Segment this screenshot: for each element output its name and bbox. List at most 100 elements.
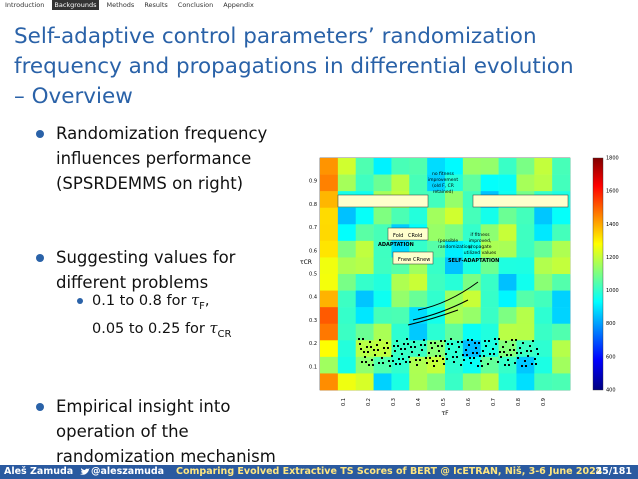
heatmap-cell: [498, 207, 517, 225]
figure-text: 800: [606, 321, 616, 327]
heatmap-cell: [320, 274, 339, 291]
scatter-dot: [410, 346, 412, 348]
title-line: Self-adaptive control parameters’ random…: [14, 24, 537, 49]
heatmap-cell: [552, 323, 571, 341]
heatmap-cell: [391, 207, 410, 225]
scatter-dot: [443, 363, 445, 365]
scatter-dot: [492, 348, 494, 350]
scatter-dot: [372, 364, 374, 366]
scatter-dot: [393, 345, 395, 347]
heatmap-cell: [462, 307, 482, 325]
scatter-dot: [473, 357, 475, 359]
scatter-dot: [527, 355, 529, 357]
scatter-dot: [379, 339, 381, 341]
figure-text: Fold: [393, 233, 403, 239]
scatter-dot: [490, 358, 492, 360]
figure-text: τF: [441, 410, 449, 417]
scatter-dot: [468, 344, 470, 346]
figure-text: 1000: [606, 288, 619, 294]
scatter-dot: [408, 356, 410, 358]
scatter-dot: [429, 357, 431, 359]
scatter-dot: [483, 355, 485, 357]
heatmap-cell: [516, 257, 535, 275]
heatmap-cell: [373, 224, 392, 242]
scatter-dot: [382, 362, 384, 364]
heatmap-cell: [498, 356, 517, 374]
scatter-dot: [383, 347, 385, 349]
heatmap-cell: [427, 323, 446, 341]
bullet: Empirical insight into operation of the ra…: [36, 394, 276, 469]
scatter-dot: [438, 350, 440, 352]
scatter-dot: [452, 356, 454, 358]
heatmap-cell: [337, 307, 357, 325]
heatmap-cell: [534, 257, 553, 275]
figure-text: 0.4: [416, 398, 422, 406]
heatmap-cell: [355, 274, 374, 291]
figure-text: CRnew: [413, 257, 430, 263]
scatter-dot: [455, 351, 457, 353]
figure-text: improvement: [428, 177, 458, 183]
scatter-dot: [534, 358, 536, 360]
heatmap-cell: [373, 257, 392, 275]
footer: Aleš Zamuda @aleszamuda Comparing Evolve…: [0, 465, 638, 479]
heatmap-cell: [445, 240, 464, 258]
scatter-dot: [500, 356, 502, 358]
heatmap-cell: [462, 290, 482, 308]
heatmap-cell: [320, 290, 339, 308]
scatter-dot: [436, 360, 438, 362]
scatter-dot: [369, 341, 371, 343]
heatmap-cell: [373, 274, 392, 291]
heatmap-cell: [320, 158, 339, 175]
title-line: – Overview: [14, 84, 133, 109]
heatmap-cell: [409, 274, 428, 291]
heatmap-cell: [337, 274, 357, 291]
heatmap-cell: [427, 373, 446, 391]
scatter-dot: [389, 365, 391, 367]
heatmap-cell: [355, 323, 374, 341]
scatter-dot: [532, 340, 534, 342]
scatter-dot: [457, 341, 459, 343]
heatmap-cell: [337, 174, 357, 192]
note-box: [337, 194, 429, 208]
scatter-dot: [415, 359, 417, 361]
scatter-dot: [478, 342, 480, 344]
scatter-dot: [488, 340, 490, 342]
figure-text: 400: [606, 388, 616, 394]
heatmap-cell: [516, 274, 535, 291]
scatter-dot: [474, 342, 476, 344]
scatter-dot: [484, 340, 486, 342]
scatter-dot: [364, 356, 366, 358]
footer-page: 25/181: [595, 466, 632, 477]
figure-labels: 0.1 0.2 0.3 0.4 0.5 0.6 0.7 0.8 0.9 0.1 0.2 0.3 0.4 0…: [300, 156, 619, 418]
heatmap-cell: [534, 240, 553, 258]
heatmap-cell: [480, 340, 499, 358]
note-box: [472, 194, 569, 208]
scatter-dot: [521, 365, 523, 367]
nav-item: Backgrounds: [52, 0, 99, 10]
heatmap-cell: [355, 207, 374, 225]
scatter-dot: [402, 358, 404, 360]
scatter-dot: [507, 359, 509, 361]
heatmap-cell: [373, 340, 392, 358]
heatmap-cell: [445, 373, 464, 391]
heatmap-cell: [320, 174, 339, 192]
scatter-dot: [435, 355, 437, 357]
heatmap-cell: [391, 307, 410, 325]
heatmap-cell: [391, 158, 410, 175]
scatter-dot: [362, 338, 364, 340]
heatmap-cell: [445, 257, 464, 275]
heatmap-cell: [516, 373, 535, 391]
scatter-dot: [462, 354, 464, 356]
figure-text: no fitness: [432, 171, 455, 177]
sub-text: 0.05 to 0.25 for: [92, 320, 210, 337]
heatmap-cell: [516, 323, 535, 341]
trace-curve: [407, 309, 459, 326]
heatmap-cell: [391, 323, 410, 341]
colorbar: [592, 157, 604, 391]
bullet: Randomization frequency influences perfor…: [36, 121, 267, 196]
bullet-dot: [36, 254, 44, 262]
heatmap-cell: [320, 356, 339, 374]
heatmap-cell: [445, 323, 464, 341]
heatmap-cell: [498, 323, 517, 341]
heatmap-cell: [552, 290, 571, 308]
